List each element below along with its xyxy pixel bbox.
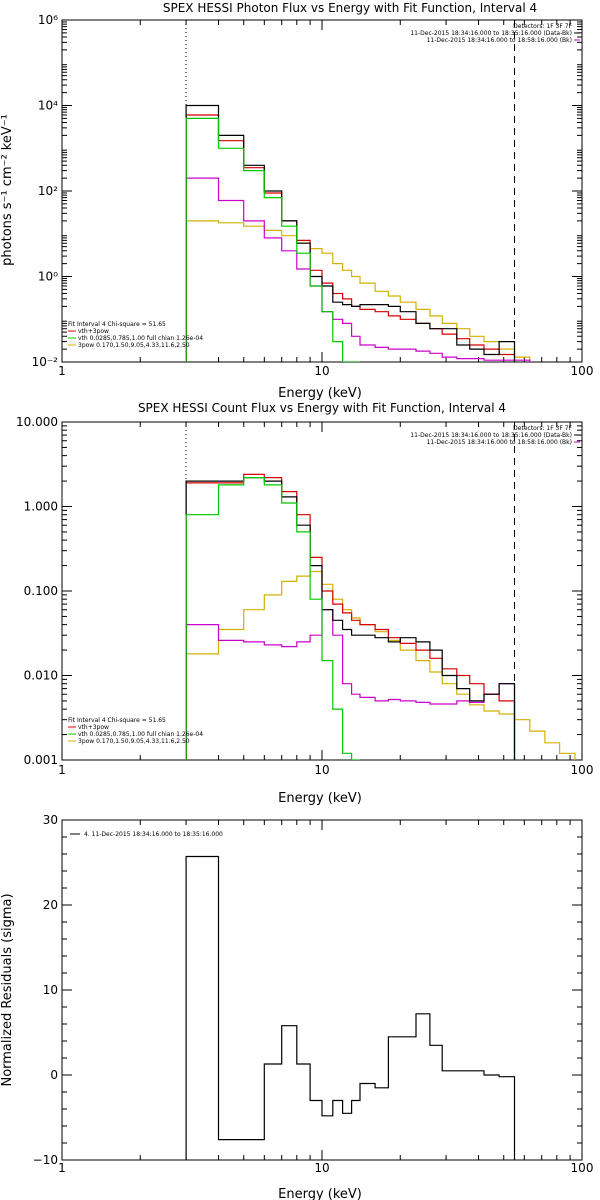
- legend-bottom-left-text: vth 0.0285,0.785,1.00 full chian 1.26e-0…: [78, 335, 203, 342]
- panel1-title: SPEX HESSI Photon Flux vs Energy with Fi…: [163, 1, 537, 15]
- y-tick-label: 1.000: [24, 500, 58, 514]
- y-tick-label: 0.001: [24, 753, 58, 767]
- legend-bottom-left-text: 3pow 0.170,1.50,9.05,4.33,11.6,2.50: [78, 738, 190, 745]
- legend-bottom-left-text: Fit Interval 4 Chi-square = 51.65: [68, 717, 166, 724]
- panel3-ylabel: Normalized Residuals (sigma): [0, 893, 15, 1086]
- y-tick-label: 30: [43, 813, 58, 827]
- legend-top-right-text: 11-Dec-2015 18:34:16.000 to 18:58:16.000…: [427, 439, 572, 446]
- panel2-title: SPEX HESSI Count Flux vs Energy with Fit…: [138, 401, 506, 415]
- legend-top-right-text: Detectors: 1F 3F 7F: [513, 425, 572, 432]
- series-11-dec-2015: [185, 609, 516, 760]
- legend-top-right-text: 11-Dec-2015 18:34:16.000 to 18:35:16.000…: [410, 432, 572, 439]
- x-tick-label: 100: [571, 763, 594, 777]
- y-tick-label: 10: [43, 983, 58, 997]
- legend-bottom-left-text: Fit Interval 4 Chi-square = 51.65: [68, 321, 166, 328]
- series-3pow: [185, 570, 576, 760]
- y-tick-label: 0.100: [24, 584, 58, 598]
- legend-bottom-left-text: vth+3pow: [78, 724, 109, 731]
- x-tick-label: 10: [314, 364, 329, 378]
- plot-area-count-flux: 1 10 100 0.001 0.010 0.100 1.000 10.000 Detector…: [16, 415, 593, 777]
- panel1-ylabel: photons s⁻¹ cm⁻² keV⁻¹: [0, 114, 15, 266]
- y-tick-label: 10.000: [16, 415, 58, 429]
- legend-top-right-text: 11-Dec-2015 18:34:16.000 to 18:35:16.000…: [410, 30, 572, 37]
- series-4-: [185, 855, 516, 1160]
- series-vth-3pow: [185, 114, 516, 362]
- legend-top-right-text: Detectors: 1F 3F 7F: [513, 23, 572, 30]
- y-tick-label: 10⁴: [38, 99, 58, 113]
- x-tick-label: 1: [58, 364, 66, 378]
- y-tick-label: −10: [33, 1153, 58, 1167]
- series-vth-3pow: [185, 473, 516, 760]
- y-tick-label: 10²: [38, 184, 58, 198]
- panel-residuals: Normalized Residuals (sigma) Energy (keV…: [0, 813, 593, 1200]
- series-vth: [185, 477, 360, 760]
- legend-top-left-text: 4. 11-Dec-2015 18:34:16.000 to 18:35:16.…: [84, 831, 223, 838]
- series-11-dec-2015: [185, 177, 531, 362]
- x-tick-label: 100: [571, 1161, 594, 1175]
- panel1-xlabel: Energy (keV): [278, 386, 362, 401]
- x-tick-label: 10: [314, 1161, 329, 1175]
- y-tick-label: 0.010: [24, 669, 58, 683]
- x-tick-label: 1: [58, 1161, 66, 1175]
- series-3pow: [185, 220, 531, 362]
- legend-top-right-text: 11-Dec-2015 18:34:16.000 to 18:58:16.000…: [427, 37, 572, 44]
- series-11-dec-2015: [185, 104, 516, 362]
- plot-area-residuals: 1 10 100 −10 0 10 20 30 4. 11-Dec-2015 18:34:16.…: [33, 813, 594, 1175]
- x-tick-label: 100: [571, 364, 594, 378]
- y-tick-label: 10⁰: [38, 270, 58, 284]
- y-tick-label: 20: [43, 898, 58, 912]
- series-11-dec-2015: [185, 477, 516, 760]
- y-tick-label: 10⁶: [38, 13, 58, 27]
- panel3-xlabel: Energy (keV): [278, 1187, 362, 1200]
- series-vth: [185, 117, 360, 362]
- plot-area-photon-flux: 1 10 100 10⁻² 10⁰ 10² 10⁴ 10⁶ Detectors: 1F 3F 7…: [32, 13, 594, 378]
- y-tick-label: 10⁻²: [32, 355, 59, 369]
- legend-bottom-left-text: 3pow 0.170,1.50,9.05,4.33,11.6,2.50: [78, 342, 190, 349]
- panel-photon-flux: SPEX HESSI Photon Flux vs Energy with Fi…: [0, 1, 593, 401]
- y-tick-label: 0: [50, 1068, 58, 1082]
- x-tick-label: 10: [314, 763, 329, 777]
- legend-bottom-left-text: vth+3pow: [78, 328, 109, 335]
- panel2-xlabel: Energy (keV): [278, 791, 362, 806]
- panel-count-flux: SPEX HESSI Count Flux vs Energy with Fit…: [16, 401, 593, 806]
- x-tick-label: 1: [58, 763, 66, 777]
- legend-bottom-left-text: vth 0.0285,0.785,1.00 full chian 1.26e-0…: [78, 731, 203, 738]
